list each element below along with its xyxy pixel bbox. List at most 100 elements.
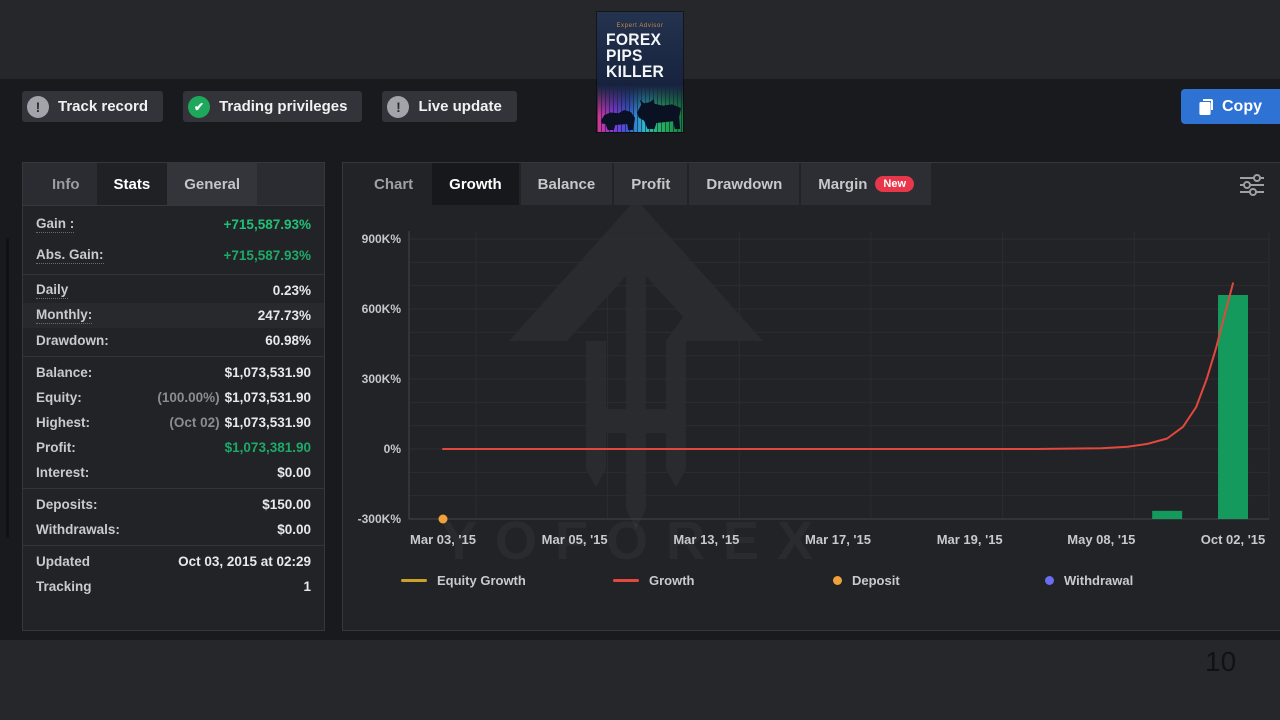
status-badge-live-update[interactable]: ! Live update bbox=[382, 91, 517, 122]
stat-row: Monthly: 247.73% bbox=[23, 303, 324, 328]
stats-table: Gain : +715,587.93% Abs. Gain: +715,587.93%… bbox=[23, 206, 324, 602]
stat-label: Deposits: bbox=[36, 497, 98, 512]
stat-group-3: Deposits: $150.00 Withdrawals: $0.00 bbox=[23, 489, 324, 546]
profit-bars[interactable] bbox=[1152, 295, 1249, 519]
legend-label: Deposit bbox=[852, 573, 900, 588]
check-icon: ✔ bbox=[188, 95, 211, 118]
status-badge-row: ! Track record ✔ Trading privileges ! Live up… bbox=[22, 91, 517, 122]
profit-bar[interactable] bbox=[1152, 510, 1183, 519]
gridlines bbox=[409, 231, 1270, 519]
tab-growth[interactable]: Growth bbox=[432, 163, 519, 205]
status-badge-track-record[interactable]: ! Track record bbox=[22, 91, 164, 122]
legend-item-equity-growth[interactable]: Equity Growth bbox=[401, 573, 613, 588]
svg-text:900K%: 900K% bbox=[362, 232, 402, 246]
svg-text:600K%: 600K% bbox=[362, 302, 402, 316]
tab-drawdown[interactable]: Drawdown bbox=[689, 163, 800, 205]
chart-tab-label: Balance bbox=[537, 175, 596, 193]
status-badge-label: Track record bbox=[58, 98, 149, 115]
stat-label: Tracking bbox=[36, 579, 92, 594]
svg-text:0%: 0% bbox=[384, 442, 402, 456]
tab-general[interactable]: General bbox=[167, 163, 258, 205]
svg-text:-300K%: -300K% bbox=[358, 512, 402, 526]
legend-item-withdrawal[interactable]: Withdrawal bbox=[1037, 573, 1249, 588]
cover-subtitle: Expert Advisor bbox=[616, 23, 664, 29]
chart-tab-label: Chart bbox=[374, 175, 414, 193]
chart-legend: Equity Growth Growth Deposit Withdrawal bbox=[401, 573, 1249, 588]
tab-profit[interactable]: Profit bbox=[614, 163, 688, 205]
tab-info[interactable]: Info bbox=[52, 175, 80, 193]
legend-item-growth[interactable]: Growth bbox=[613, 573, 825, 588]
stat-group-0: Gain : +715,587.93% Abs. Gain: +715,587.93% bbox=[23, 206, 324, 275]
stat-value: +715,587.93% bbox=[223, 248, 311, 263]
stat-value: 0.23% bbox=[272, 283, 311, 298]
stat-value: 1 bbox=[303, 579, 311, 594]
svg-text:300K%: 300K% bbox=[362, 372, 402, 386]
stat-value: $0.00 bbox=[277, 465, 311, 480]
stat-value-prefix: (100.00%) bbox=[157, 390, 220, 405]
stat-value: $0.00 bbox=[277, 522, 311, 537]
stat-value: (Oct 02) $1,073,531.90 bbox=[169, 415, 311, 430]
growth-line[interactable] bbox=[442, 282, 1234, 450]
stat-group-2: Balance: $1,073,531.90 Equity: (100.00%) $1,… bbox=[23, 357, 324, 489]
page-number: 10 bbox=[1205, 646, 1237, 677]
stats-panel: Info Stats General Gain : +715,587.93% Abs. … bbox=[22, 162, 325, 631]
tab-balance[interactable]: Balance bbox=[520, 163, 613, 205]
tab-margin[interactable]: Margin New bbox=[801, 163, 932, 205]
stat-value: $1,073,531.90 bbox=[224, 365, 311, 380]
stat-value: Oct 03, 2015 at 02:29 bbox=[178, 554, 311, 569]
stat-row: Drawdown: 60.98% bbox=[23, 328, 324, 353]
stat-value: (100.00%) $1,073,531.90 bbox=[157, 390, 311, 405]
stat-label: Interest: bbox=[36, 465, 90, 480]
stat-label: Equity: bbox=[36, 390, 82, 405]
svg-text:Mar 17, '15: Mar 17, '15 bbox=[805, 532, 871, 547]
dot-swatch-icon bbox=[833, 576, 842, 585]
legend-item-deposit[interactable]: Deposit bbox=[825, 573, 1037, 588]
stat-row: Withdrawals: $0.00 bbox=[23, 517, 324, 542]
x-tick-labels: Mar 03, '15 Mar 05, '15 Mar 13, '15 Mar 17,… bbox=[410, 532, 1265, 547]
stat-row: Equity: (100.00%) $1,073,531.90 bbox=[23, 385, 324, 410]
stat-value: 247.73% bbox=[257, 308, 311, 323]
left-scrollbar[interactable] bbox=[6, 238, 9, 538]
stat-label[interactable]: Abs. Gain: bbox=[36, 247, 104, 264]
bottom-strip bbox=[0, 640, 1280, 720]
stat-label[interactable]: Monthly: bbox=[36, 307, 93, 324]
y-tick-labels: 900K% 600K% 300K% 0% -300K% bbox=[358, 232, 402, 526]
stat-row: Tracking 1 bbox=[23, 574, 324, 599]
stat-label[interactable]: Gain : bbox=[36, 216, 75, 233]
cover-title-line: PIPS bbox=[606, 46, 643, 65]
stat-value: $1,073,381.90 bbox=[224, 440, 311, 455]
stat-row: Abs. Gain: +715,587.93% bbox=[23, 240, 324, 271]
chart-tab-label: Margin bbox=[818, 175, 868, 193]
tab-stats[interactable]: Stats bbox=[96, 163, 168, 205]
stat-value: +715,587.93% bbox=[223, 217, 311, 232]
legend-label: Growth bbox=[649, 573, 695, 588]
legend-label: Withdrawal bbox=[1064, 573, 1134, 588]
growth-chart[interactable]: 900K% 600K% 300K% 0% -300K% Mar 03, '15 Mar 05… bbox=[343, 205, 1280, 632]
stat-row: Profit: $1,073,381.90 bbox=[23, 435, 324, 460]
stat-label[interactable]: Daily bbox=[36, 282, 69, 299]
stats-panel-tabs: Info Stats General bbox=[23, 163, 324, 206]
line-swatch-icon bbox=[401, 579, 427, 582]
stat-label: Profit: bbox=[36, 440, 76, 455]
stat-label: Highest: bbox=[36, 415, 90, 430]
status-badge-label: Trading privileges bbox=[219, 98, 348, 115]
chart-tab-label: Growth bbox=[449, 175, 502, 193]
chart-settings-button[interactable] bbox=[1238, 174, 1266, 196]
stat-row: Interest: $0.00 bbox=[23, 460, 324, 485]
chart-panel: YOFOREX Chart Growth Balance Profit Drawdown… bbox=[342, 162, 1280, 631]
copy-button[interactable]: Copy bbox=[1181, 89, 1280, 124]
new-badge: New bbox=[875, 176, 915, 192]
stat-row: Updated Oct 03, 2015 at 02:29 bbox=[23, 549, 324, 574]
stat-value-prefix: (Oct 02) bbox=[169, 415, 220, 430]
sliders-icon bbox=[1240, 174, 1264, 196]
tab-chart[interactable]: Chart bbox=[357, 163, 430, 205]
stat-label: Balance: bbox=[36, 365, 93, 380]
stat-value: 60.98% bbox=[265, 333, 311, 348]
chart-tab-label: Profit bbox=[631, 175, 671, 193]
forex-pips-killer-cover: Expert Advisor FOREX PIPS KILLER bbox=[597, 12, 683, 132]
svg-text:Mar 05, '15: Mar 05, '15 bbox=[542, 532, 608, 547]
svg-text:May 08, '15: May 08, '15 bbox=[1067, 532, 1135, 547]
status-badge-trading-privileges[interactable]: ✔ Trading privileges bbox=[183, 91, 363, 122]
deposit-point[interactable] bbox=[438, 514, 448, 524]
profit-bar[interactable] bbox=[1218, 295, 1249, 519]
